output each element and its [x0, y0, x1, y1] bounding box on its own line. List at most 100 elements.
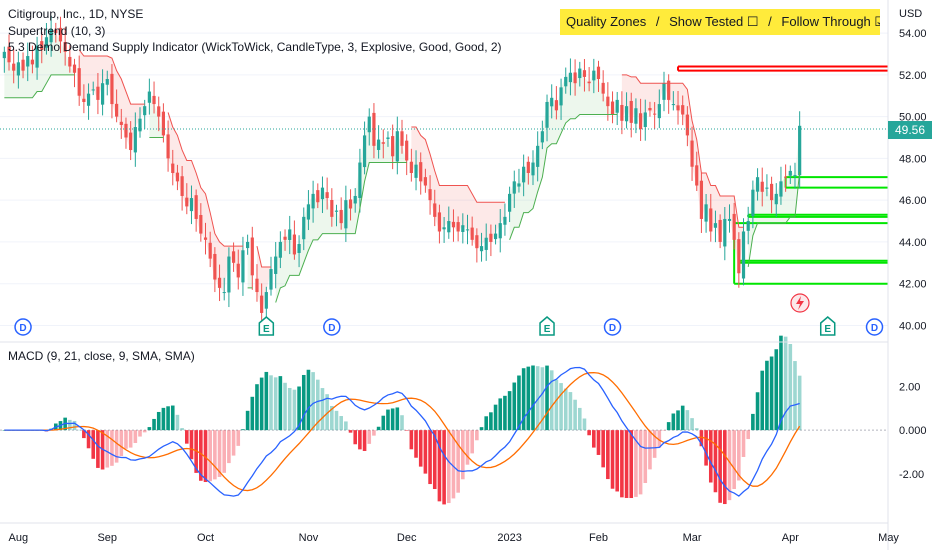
candle[interactable]	[26, 42, 30, 82]
candle[interactable]	[423, 168, 427, 193]
candle[interactable]	[86, 83, 91, 120]
candle[interactable]	[115, 89, 119, 123]
candle[interactable]	[292, 220, 296, 260]
candle[interactable]	[58, 16, 63, 54]
candle[interactable]	[231, 242, 236, 272]
candle[interactable]	[241, 236, 245, 296]
candle[interactable]	[400, 119, 404, 154]
candle[interactable]	[671, 91, 675, 111]
earnings-marker[interactable]: E	[539, 316, 555, 336]
candle[interactable]	[526, 156, 530, 185]
candle[interactable]	[493, 224, 498, 245]
candle[interactable]	[704, 193, 708, 233]
candle[interactable]	[465, 214, 470, 245]
candle[interactable]	[306, 190, 311, 231]
candle[interactable]	[451, 209, 456, 242]
candle[interactable]	[161, 103, 166, 143]
candle[interactable]	[737, 232, 741, 288]
candle[interactable]	[82, 84, 86, 114]
dividend-marker[interactable]: D	[323, 318, 341, 336]
candle[interactable]	[171, 149, 175, 186]
candle[interactable]	[147, 78, 151, 115]
candle[interactable]	[189, 185, 194, 225]
candle[interactable]	[433, 189, 437, 227]
candle[interactable]	[690, 126, 694, 181]
candle[interactable]	[16, 51, 20, 89]
candle[interactable]	[634, 98, 638, 134]
candle[interactable]	[246, 234, 250, 255]
candle[interactable]	[217, 264, 222, 302]
candle[interactable]	[508, 186, 512, 223]
candle[interactable]	[348, 189, 353, 221]
candle[interactable]	[157, 96, 161, 132]
candle[interactable]	[199, 203, 203, 242]
candles[interactable]	[2, 15, 802, 325]
candle[interactable]	[760, 167, 764, 207]
candle[interactable]	[377, 125, 381, 159]
candle[interactable]	[391, 124, 395, 170]
candle[interactable]	[554, 86, 558, 120]
candle[interactable]	[91, 81, 95, 96]
candle[interactable]	[662, 71, 666, 112]
candle[interactable]	[774, 183, 778, 217]
candle[interactable]	[274, 241, 278, 289]
candle[interactable]	[7, 34, 11, 71]
candle[interactable]	[769, 176, 774, 214]
candle[interactable]	[203, 222, 208, 255]
candle[interactable]	[395, 116, 399, 175]
candle[interactable]	[732, 202, 736, 250]
candle[interactable]	[236, 249, 240, 290]
candle[interactable]	[685, 106, 689, 147]
candle[interactable]	[414, 150, 418, 191]
candle[interactable]	[657, 89, 661, 129]
candle[interactable]	[578, 61, 582, 87]
candle[interactable]	[442, 217, 446, 243]
candle[interactable]	[653, 102, 657, 129]
candle[interactable]	[788, 165, 792, 184]
candle[interactable]	[447, 206, 451, 239]
candle[interactable]	[77, 55, 81, 106]
candle[interactable]	[713, 210, 718, 243]
candle[interactable]	[175, 164, 180, 191]
candle[interactable]	[129, 121, 133, 161]
candle[interactable]	[250, 226, 254, 290]
candle[interactable]	[260, 283, 264, 325]
candle[interactable]	[667, 74, 671, 114]
candle[interactable]	[278, 231, 282, 269]
candle[interactable]	[105, 70, 109, 96]
supply-zone[interactable]	[677, 65, 888, 72]
candle[interactable]	[517, 168, 521, 193]
candle[interactable]	[330, 188, 334, 227]
candle[interactable]	[545, 94, 549, 142]
candle[interactable]	[180, 165, 184, 211]
candle[interactable]	[648, 101, 652, 117]
candle[interactable]	[512, 170, 516, 208]
candle[interactable]	[456, 216, 460, 242]
candle[interactable]	[152, 81, 156, 114]
candle[interactable]	[339, 197, 343, 230]
candle[interactable]	[367, 108, 371, 146]
candle[interactable]	[676, 90, 680, 125]
candle[interactable]	[765, 174, 769, 197]
candle[interactable]	[119, 108, 123, 139]
candle[interactable]	[620, 91, 624, 135]
candle[interactable]	[709, 193, 713, 242]
candle[interactable]	[194, 189, 198, 232]
candle[interactable]	[699, 173, 704, 233]
candle[interactable]	[44, 22, 49, 55]
candle[interactable]	[21, 52, 25, 79]
candle[interactable]	[362, 121, 367, 175]
candle[interactable]	[54, 22, 58, 43]
candle[interactable]	[353, 188, 357, 213]
candle[interactable]	[592, 58, 596, 94]
chart-title[interactable]: Citigroup, Inc., 1D, NYSE	[8, 7, 144, 21]
macd-legend[interactable]: MACD (9, 21, close, 9, SMA, SMA)	[8, 349, 195, 363]
candle[interactable]	[498, 209, 502, 253]
candle[interactable]	[386, 131, 390, 147]
candle[interactable]	[255, 264, 259, 302]
candle[interactable]	[325, 177, 329, 210]
candle[interactable]	[610, 91, 615, 124]
candle[interactable]	[96, 72, 100, 115]
candle[interactable]	[133, 112, 137, 167]
